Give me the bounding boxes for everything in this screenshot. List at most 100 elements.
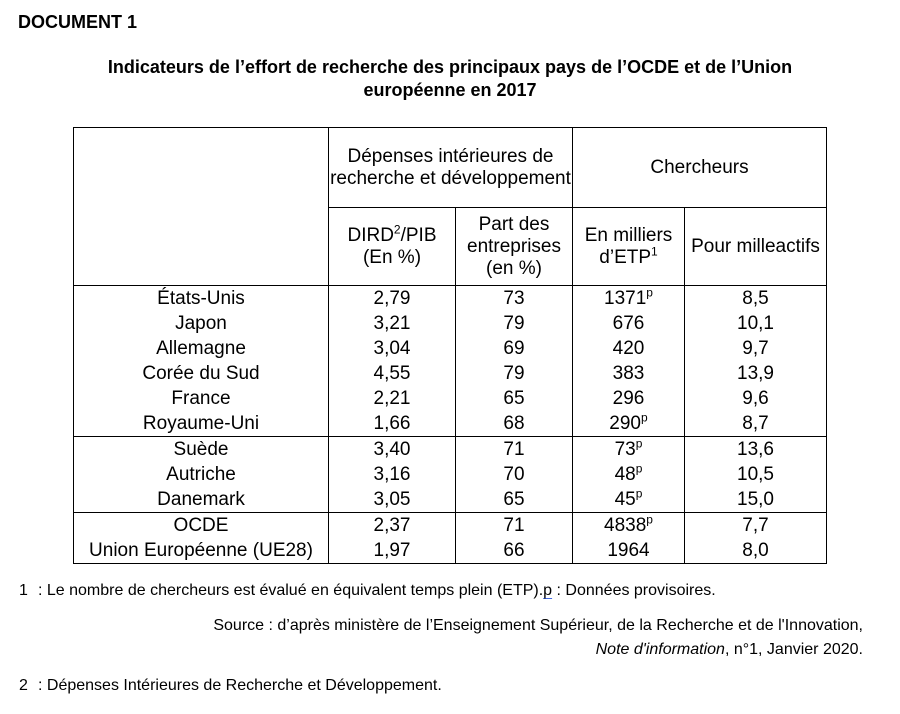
corner-cell	[73, 127, 329, 286]
footnote-1-text: : Le nombre de chercheurs est évalué en …	[38, 582, 716, 599]
pour-mille-actifs-cell: 9,7	[684, 336, 827, 361]
source-line-1: Source : d’après ministère de l’Enseigne…	[213, 617, 863, 634]
source-issue-date: , n°1, Janvier 2020.	[724, 641, 863, 658]
table-row: Japon 3,21 79 676 10,1	[73, 311, 827, 336]
country-cell: Allemagne	[73, 336, 329, 361]
milliers-etp-cell: 296	[572, 386, 685, 411]
table-row: Autriche 3,16 70 48p 10,5	[73, 461, 827, 487]
footnote-2-number: 2	[19, 677, 28, 694]
header-dird-pib: DIRD2/PIB (En %)	[328, 207, 456, 286]
milliers-etp-cell: 45p	[572, 486, 685, 513]
header-dird-post: /PIB	[400, 224, 437, 246]
dird-pib-cell: 2,37	[328, 512, 456, 538]
provisional-marker: p	[641, 410, 648, 425]
part-entreprises-cell: 65	[455, 487, 573, 513]
pour-mille-actifs-cell: 8,7	[684, 411, 827, 437]
milliers-etp-cell: 290p	[572, 410, 685, 437]
pour-mille-actifs-cell: 9,6	[684, 386, 827, 411]
part-entreprises-cell: 65	[455, 386, 573, 411]
header-part-entreprises: Part des entreprises (en %)	[455, 207, 573, 286]
dird-pib-cell: 3,21	[328, 311, 456, 336]
pour-mille-actifs-cell: 7,7	[684, 512, 827, 538]
country-cell: Royaume-Uni	[73, 411, 329, 437]
header-chercheurs: Chercheurs	[572, 127, 827, 208]
provisional-p-label: p	[543, 582, 553, 599]
country-cell: Suède	[73, 436, 329, 462]
part-entreprises-cell: 69	[455, 336, 573, 361]
pour-mille-actifs-cell: 15,0	[684, 487, 827, 513]
title-line-2: européenne en 2017	[363, 80, 537, 100]
part-entreprises-cell: 79	[455, 311, 573, 336]
milliers-etp-cell: 73p	[572, 436, 685, 462]
pour-mille-actifs-cell: 13,9	[684, 361, 827, 386]
pour-mille-actifs-cell: 10,5	[684, 462, 827, 487]
country-cell: Corée du Sud	[73, 361, 329, 386]
table-row: États-Unis 2,79 73 1371p 8,5	[73, 285, 827, 311]
provisional-marker: p	[635, 436, 643, 451]
source-publication-name: Note d'information	[595, 641, 725, 658]
milliers-etp-cell: 383	[572, 361, 685, 386]
table-row: OCDE 2,37 71 4838p 7,7	[73, 512, 827, 538]
milliers-etp-cell: 48p	[572, 461, 685, 487]
pour-mille-actifs-cell: 10,1	[684, 311, 827, 336]
header-dird-pre: DIRD	[347, 224, 394, 246]
dird-pib-cell: 3,04	[328, 336, 456, 361]
part-entreprises-cell: 68	[455, 411, 573, 437]
header-part-line1: Part des	[478, 213, 550, 235]
dird-pib-cell: 3,40	[328, 436, 456, 462]
document-title: Indicateurs de l’effort de recherche des…	[0, 56, 900, 102]
table-group-main-countries: États-Unis 2,79 73 1371p 8,5 Japon 3,21 79 676 10…	[73, 285, 827, 437]
table-group-nordic-countries: Suède 3,40 71 73p 13,6 Autriche 3,16 70 48p 10,5 D…	[73, 436, 827, 513]
milliers-etp-cell: 1964	[572, 538, 685, 564]
part-entreprises-cell: 71	[455, 436, 573, 462]
footnote-1-number: 1	[19, 582, 28, 599]
part-entreprises-cell: 70	[455, 462, 573, 487]
footnote-2: 2 : Dépenses Intérieures de Recherche et …	[19, 677, 442, 695]
header-depenses: Dépenses intérieures de recherche et dév…	[328, 127, 573, 208]
country-cell: Union Européenne (UE28)	[73, 538, 329, 564]
milliers-etp-cell: 1371p	[572, 285, 685, 311]
header-part-line3: (en %)	[486, 257, 542, 279]
part-entreprises-cell: 66	[455, 538, 573, 564]
table-row: Allemagne 3,04 69 420 9,7	[73, 336, 827, 361]
dird-pib-cell: 4,55	[328, 361, 456, 386]
table-row: Danemark 3,05 65 45p 15,0	[73, 486, 827, 513]
dird-pib-cell: 1,97	[328, 538, 456, 564]
source-line-2: Note d'information, n°1, Janvier 2020.	[213, 638, 863, 662]
footnote-1-provisional-text: : Données provisoires.	[552, 582, 716, 599]
provisional-marker: p	[635, 461, 643, 476]
table-row: Suède 3,40 71 73p 13,6	[73, 436, 827, 462]
header-etp-line1: En milliers	[584, 224, 673, 246]
footnote-1: 1 : Le nombre de chercheurs est évalué en…	[19, 582, 716, 600]
dird-pib-cell: 1,66	[328, 411, 456, 437]
provisional-marker: p	[635, 486, 643, 501]
header-milliers-etp: En milliers d’ETP1	[572, 207, 685, 286]
table-row: Union Européenne (UE28) 1,97 66 1964 8,0	[73, 538, 827, 564]
footnote-ref-1: 1	[651, 244, 658, 259]
country-cell: Danemark	[73, 487, 329, 513]
header-pour-mille-actifs: Pour milleactifs	[684, 207, 827, 286]
footnote-1-body: : Le nombre de chercheurs est évalué en …	[38, 582, 544, 599]
header-part-line2: entreprises	[467, 235, 561, 257]
dird-pib-cell: 2,21	[328, 386, 456, 411]
dird-pib-cell: 2,79	[328, 285, 456, 311]
table-row: France 2,21 65 296 9,6	[73, 386, 827, 411]
indicators-table: Dépenses intérieures de recherche et dév…	[73, 127, 827, 564]
footnote-2-text: : Dépenses Intérieures de Recherche et D…	[38, 677, 442, 694]
provisional-marker: p	[646, 285, 653, 300]
dird-pib-cell: 3,05	[328, 487, 456, 513]
pour-mille-actifs-cell: 8,5	[684, 285, 827, 311]
milliers-etp-cell: 676	[572, 311, 685, 336]
country-cell: États-Unis	[73, 285, 329, 311]
country-cell: OCDE	[73, 512, 329, 538]
provisional-marker: p	[646, 512, 653, 527]
part-entreprises-cell: 73	[455, 285, 573, 311]
table-row: Royaume-Uni 1,66 68 290p 8,7	[73, 410, 827, 437]
pour-mille-actifs-cell: 8,0	[684, 538, 827, 564]
country-cell: France	[73, 386, 329, 411]
title-line-1: Indicateurs de l’effort de recherche des…	[107, 57, 793, 77]
source-note: Source : d’après ministère de l’Enseigne…	[213, 614, 863, 662]
header-etp-pre: d’ETP	[599, 246, 652, 268]
document-label: DOCUMENT 1	[18, 12, 138, 32]
